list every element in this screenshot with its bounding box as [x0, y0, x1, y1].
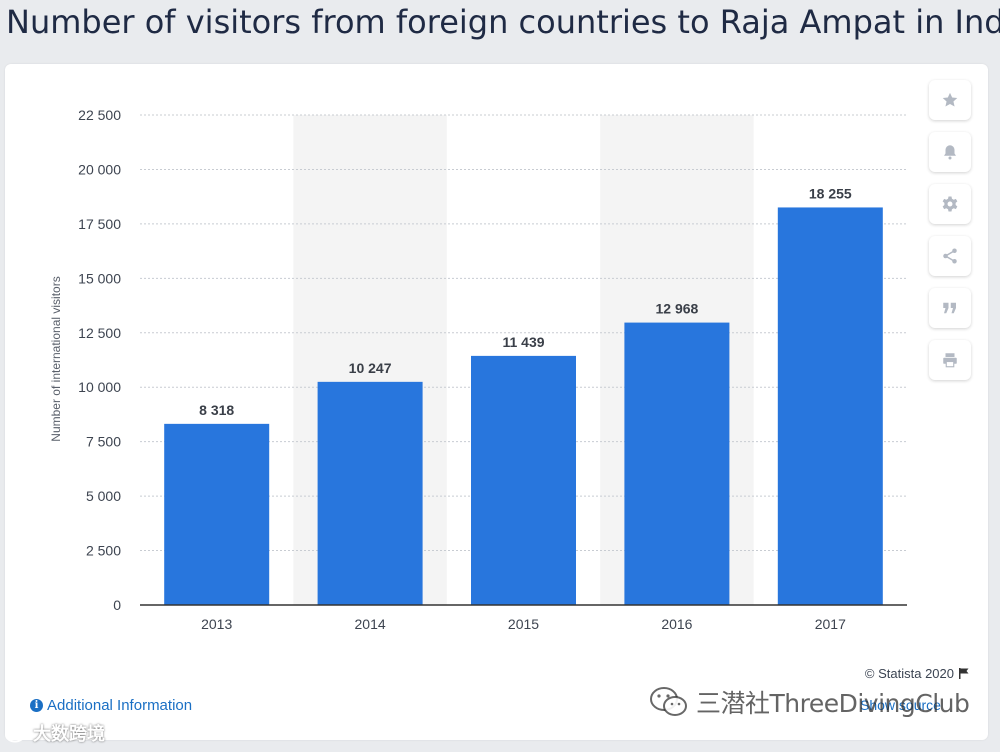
y-tick-label: 20 000 [78, 161, 121, 177]
print-icon [943, 353, 957, 368]
star-icon [942, 92, 958, 107]
y-tick-label: 5 000 [86, 488, 121, 504]
x-tick-label: 2017 [815, 616, 846, 632]
settings-button[interactable] [929, 184, 971, 224]
y-tick-label: 7 500 [86, 434, 121, 450]
gear-icon [942, 196, 958, 212]
y-tick-label: 10 000 [78, 379, 121, 395]
bar-2017[interactable] [777, 207, 883, 606]
bar-2014[interactable] [317, 381, 423, 605]
value-label-2013: 8 318 [199, 402, 234, 418]
favorite-button[interactable] [929, 80, 971, 120]
x-tick-label: 2016 [661, 616, 692, 632]
y-tick-label: 0 [113, 597, 121, 613]
info-icon: i [30, 699, 43, 712]
y-tick-label: 22 500 [78, 107, 121, 123]
x-tick-labels: 2013 2014 2015 2016 2017 [201, 616, 846, 632]
bar-2016[interactable] [624, 322, 730, 605]
y-tick-label: 17 500 [78, 216, 121, 232]
y-tick-label: 15 000 [78, 270, 121, 286]
flag-icon[interactable] [958, 667, 970, 679]
quote-icon [943, 302, 956, 314]
additional-information-link[interactable]: i Additional Information [30, 697, 192, 714]
page-title: Number of visitors from foreign countrie… [6, 3, 1000, 41]
statista-credit: © Statista 2020 [820, 666, 970, 681]
print-button[interactable] [929, 340, 971, 380]
x-tick-label: 2013 [201, 616, 232, 632]
value-label-2015: 11 439 [502, 334, 544, 350]
y-axis-title: Number of international visitors [49, 276, 63, 441]
credit-text: © Statista 2020 [864, 666, 954, 681]
y-tick-labels: 0 2 500 5 000 7 500 10 000 12 500 15 000 17 500… [78, 107, 121, 613]
show-source-link[interactable]: Show source [860, 697, 941, 713]
share-icon [943, 248, 957, 264]
x-tick-label: 2014 [355, 616, 386, 632]
cite-button[interactable] [929, 288, 971, 328]
value-labels: 8 318 10 247 11 439 12 968 18 255 [199, 185, 852, 417]
x-tick-label: 2015 [508, 616, 539, 632]
additional-information-label: Additional Information [47, 697, 193, 714]
y-tick-label: 2 500 [86, 543, 121, 559]
share-button[interactable] [929, 236, 971, 276]
notification-button[interactable] [929, 132, 971, 172]
y-tick-label: 12 500 [78, 325, 121, 341]
value-label-2014: 10 247 [349, 360, 392, 376]
bar-2015[interactable] [471, 355, 576, 605]
bar-2013[interactable] [164, 423, 270, 605]
bars [164, 207, 883, 606]
bell-icon [944, 145, 956, 160]
value-label-2017: 18 255 [809, 185, 852, 201]
value-label-2016: 12 968 [655, 301, 698, 317]
